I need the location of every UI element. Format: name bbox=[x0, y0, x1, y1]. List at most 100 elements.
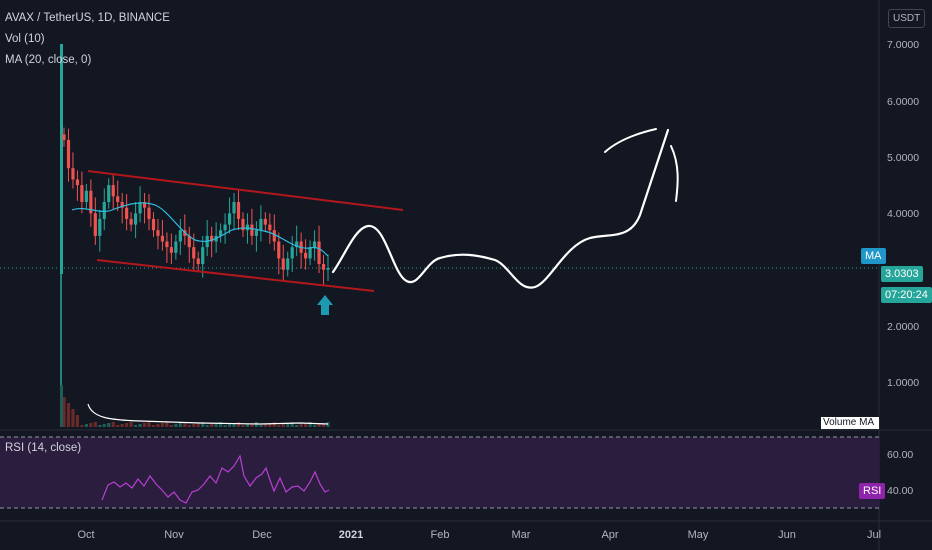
candle-body bbox=[241, 218, 245, 231]
candle-body bbox=[196, 258, 200, 265]
volume-ma-line bbox=[87, 403, 329, 425]
volume-bar bbox=[236, 422, 241, 427]
rsi-tag: RSI bbox=[859, 483, 886, 499]
candle-body bbox=[183, 230, 187, 236]
candle-body bbox=[66, 139, 71, 169]
candle-body bbox=[281, 258, 285, 270]
up-arrow-icon[interactable] bbox=[317, 295, 333, 315]
candle-body bbox=[308, 247, 312, 259]
volume-bars bbox=[60, 385, 330, 427]
candle-body bbox=[71, 168, 75, 180]
volume-bar bbox=[138, 424, 142, 427]
volume-bar bbox=[66, 403, 71, 427]
ma-study-label[interactable]: MA (20, close, 0) bbox=[5, 54, 92, 66]
volume-bar bbox=[75, 415, 80, 427]
candle-body bbox=[295, 241, 299, 248]
volume-bar bbox=[71, 409, 75, 427]
volume-bar bbox=[196, 423, 200, 427]
price-label-4: 4.0000 bbox=[887, 208, 920, 220]
currency-button[interactable]: USDT bbox=[888, 9, 926, 28]
volume-bar bbox=[286, 423, 290, 427]
time-label-jun: Jun bbox=[778, 529, 796, 541]
volume-bar bbox=[129, 422, 133, 427]
volume-bar bbox=[116, 425, 120, 427]
candle-body bbox=[102, 202, 106, 219]
candle-body bbox=[178, 230, 182, 242]
candle-body bbox=[223, 224, 227, 231]
candle-body bbox=[151, 218, 156, 231]
candle-body bbox=[263, 218, 267, 225]
volume-bar bbox=[201, 422, 205, 427]
time-label-dec: Dec bbox=[252, 529, 272, 541]
candle-body bbox=[160, 235, 165, 242]
volume-bar bbox=[312, 425, 317, 427]
channel-lower-line[interactable] bbox=[96, 259, 375, 292]
last-price-tag: 3.0303 bbox=[881, 266, 923, 282]
candle-body bbox=[236, 202, 241, 219]
volume-bar bbox=[165, 422, 169, 427]
candle-body bbox=[201, 247, 205, 265]
candle-body bbox=[138, 202, 142, 214]
volume-bar bbox=[183, 422, 187, 427]
volume-bar bbox=[290, 422, 294, 427]
candle-body bbox=[312, 241, 317, 248]
bar-countdown-tag: 07:20:24 bbox=[881, 287, 932, 303]
rsi-study-label[interactable]: RSI (14, close) bbox=[5, 442, 82, 454]
candle-body bbox=[254, 230, 259, 236]
volume-bar bbox=[142, 423, 147, 427]
candle-body bbox=[75, 179, 80, 186]
price-label-5: 5.0000 bbox=[887, 152, 920, 164]
time-label-2021: 2021 bbox=[338, 529, 364, 541]
freehand-stroke-top[interactable] bbox=[604, 128, 657, 153]
ma-tag: MA bbox=[861, 248, 886, 264]
candle-body bbox=[245, 224, 250, 231]
price-label-7: 7.0000 bbox=[887, 39, 920, 51]
volume-bar bbox=[156, 424, 160, 427]
volume-bar bbox=[98, 425, 102, 427]
candle-body bbox=[250, 224, 254, 236]
time-label-mar: Mar bbox=[511, 529, 531, 541]
candle-body bbox=[321, 264, 326, 270]
candle-body bbox=[142, 202, 147, 208]
candle-body bbox=[210, 235, 214, 242]
candle-body bbox=[93, 213, 97, 236]
candle-body bbox=[286, 258, 290, 270]
candle-body bbox=[98, 218, 102, 236]
freehand-projection-drawing[interactable] bbox=[331, 128, 670, 289]
rsi-label-40: 40.00 bbox=[887, 485, 914, 497]
volume-bar bbox=[205, 425, 209, 427]
candle-body bbox=[89, 190, 93, 214]
candle-body bbox=[129, 218, 133, 225]
candle-body bbox=[169, 247, 173, 253]
candle-body bbox=[326, 268, 330, 270]
candle-body bbox=[304, 252, 308, 259]
volume-bar bbox=[214, 423, 218, 427]
volume-study-label[interactable]: Vol (10) bbox=[5, 33, 45, 45]
volume-bar bbox=[321, 423, 326, 427]
price-label-2: 2.0000 bbox=[887, 321, 920, 333]
volume-bar bbox=[120, 424, 124, 427]
channel-upper-line[interactable] bbox=[87, 170, 404, 211]
volume-bar bbox=[304, 423, 308, 427]
candle-body bbox=[317, 241, 321, 265]
candles-group bbox=[62, 127, 330, 286]
candle-body bbox=[272, 230, 276, 242]
freehand-stroke-right[interactable] bbox=[670, 145, 679, 202]
candle-body bbox=[107, 185, 111, 203]
volume-bar bbox=[250, 423, 254, 427]
volume-bar bbox=[281, 424, 285, 427]
volume-ma-tag: Volume MA bbox=[821, 417, 879, 429]
volume-bar bbox=[223, 425, 227, 427]
volume-bar bbox=[210, 424, 214, 427]
symbol-title[interactable]: AVAX / TetherUS, 1D, BINANCE bbox=[5, 12, 170, 24]
time-label-may: May bbox=[687, 529, 709, 541]
candle-body bbox=[120, 202, 124, 208]
price-label-6: 6.0000 bbox=[887, 96, 920, 108]
volume-bar bbox=[268, 423, 272, 427]
volume-bar bbox=[219, 422, 223, 427]
candle-body bbox=[268, 224, 272, 231]
candle-body bbox=[227, 213, 232, 225]
rsi-band bbox=[0, 437, 879, 508]
